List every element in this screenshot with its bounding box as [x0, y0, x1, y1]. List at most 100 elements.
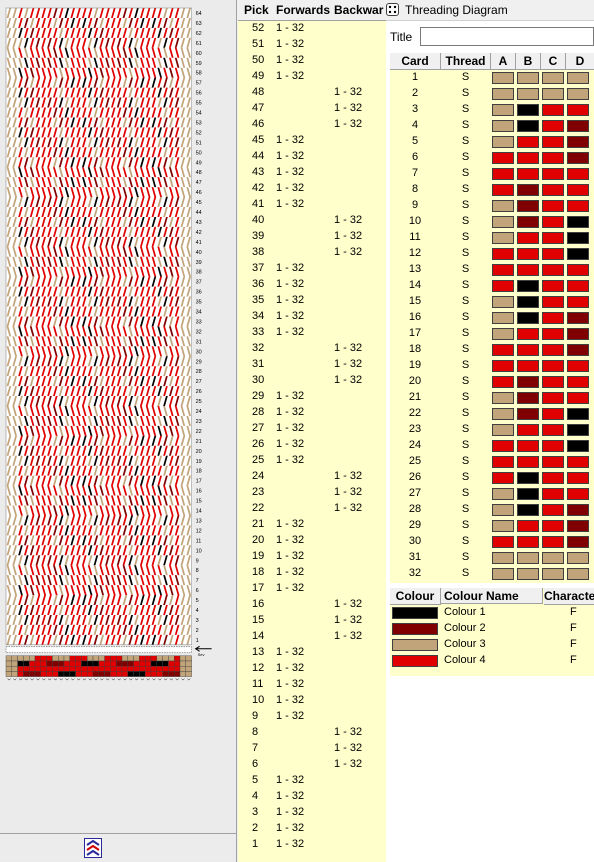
threading-grid-cell[interactable] — [40, 671, 47, 677]
hole-b-colour-cell[interactable] — [517, 120, 539, 132]
hole-b-colour-cell[interactable] — [517, 248, 539, 260]
threading-grid-cell[interactable] — [110, 655, 117, 662]
thread-direction[interactable]: S — [461, 135, 470, 147]
thread-direction[interactable]: S — [461, 439, 470, 451]
threading-grid-cell[interactable] — [168, 655, 175, 662]
threading-grid-cell[interactable] — [98, 660, 105, 667]
pick-list[interactable]: Pick Forwards Backwar 52 1 - 32 51 1 - 32 50… — [238, 0, 386, 862]
hole-c-colour-cell[interactable] — [542, 472, 564, 484]
threading-grid-cell[interactable] — [115, 666, 123, 672]
threading-grid-cell[interactable] — [104, 660, 111, 667]
hole-c-colour-cell[interactable] — [542, 280, 564, 292]
hole-c-colour-cell[interactable] — [542, 168, 564, 180]
threading-grid-cell[interactable] — [86, 666, 94, 672]
threading-grid-cell[interactable] — [139, 660, 146, 667]
threading-grid-cell[interactable] — [40, 660, 47, 667]
threading-grid-cell[interactable] — [63, 671, 71, 677]
hole-d-colour-cell[interactable] — [567, 88, 589, 100]
restore-icon[interactable] — [386, 3, 399, 16]
thread-direction[interactable]: S — [461, 423, 470, 435]
pick-row[interactable]: 32 1 - 32 — [238, 341, 386, 357]
hole-b-colour-cell[interactable] — [517, 232, 539, 244]
hole-a-colour-cell[interactable] — [492, 136, 514, 148]
hole-a-colour-cell[interactable] — [492, 232, 514, 244]
threading-grid-cell[interactable] — [92, 671, 100, 677]
hole-d-colour-cell[interactable] — [567, 216, 589, 228]
hole-b-colour-cell[interactable] — [517, 344, 539, 356]
hole-a-colour-cell[interactable] — [492, 568, 514, 580]
threading-grid-cell[interactable] — [173, 660, 181, 667]
card-row[interactable]: 30 S — [390, 534, 594, 550]
threading-grid-cell[interactable] — [121, 666, 129, 672]
thread-direction[interactable]: S — [461, 375, 470, 387]
hole-a-column-header[interactable]: A — [491, 53, 516, 70]
thread-direction[interactable]: S — [461, 183, 470, 195]
pick-row[interactable]: 47 1 - 32 — [238, 101, 386, 117]
threading-grid-cell[interactable] — [110, 666, 117, 672]
hole-c-colour-cell[interactable] — [542, 72, 564, 84]
threading-grid-cell[interactable] — [29, 671, 36, 677]
hole-c-column-header[interactable]: C — [541, 53, 566, 70]
hole-c-colour-cell[interactable] — [542, 552, 564, 564]
hole-b-colour-cell[interactable] — [517, 136, 539, 148]
card-row[interactable]: 17 S — [390, 326, 594, 342]
threading-grid-cell[interactable] — [179, 655, 187, 662]
pick-row[interactable]: 18 1 - 32 — [238, 565, 386, 581]
threading-grid-cell[interactable] — [11, 655, 18, 662]
thread-direction[interactable]: S — [461, 151, 470, 163]
threading-grid-cell[interactable] — [185, 666, 192, 672]
thread-direction[interactable]: S — [461, 519, 470, 531]
hole-b-colour-cell[interactable] — [517, 264, 539, 276]
card-row[interactable]: 11 S — [390, 230, 594, 246]
threading-grid-cell[interactable] — [127, 655, 134, 662]
hole-b-colour-cell[interactable] — [517, 328, 539, 340]
thread-direction[interactable]: S — [461, 567, 470, 579]
threading-grid-cell[interactable] — [46, 671, 53, 677]
pick-row[interactable]: 40 1 - 32 — [238, 213, 386, 229]
card-column-header[interactable]: Card — [390, 53, 441, 70]
pick-row[interactable]: 29 1 - 32 — [238, 389, 386, 405]
hole-d-colour-cell[interactable] — [567, 392, 589, 404]
threading-grid-cell[interactable] — [46, 666, 53, 672]
hole-b-colour-cell[interactable] — [517, 72, 539, 84]
card-row[interactable]: 13 S — [390, 262, 594, 278]
threading-grid-cell[interactable] — [133, 655, 140, 662]
threading-grid-cell[interactable] — [144, 666, 152, 672]
threading-grid-cell[interactable] — [144, 655, 152, 662]
threading-grid-cell[interactable] — [92, 666, 100, 672]
threading-grid-cell[interactable] — [110, 671, 117, 677]
thread-direction[interactable]: S — [461, 391, 470, 403]
card-row[interactable]: 27 S — [390, 486, 594, 502]
pick-row[interactable]: 14 1 - 32 — [238, 629, 386, 645]
threading-grid-cell[interactable] — [46, 660, 53, 667]
hole-d-colour-cell[interactable] — [567, 104, 589, 116]
hole-c-colour-cell[interactable] — [542, 136, 564, 148]
threading-grid-cell[interactable] — [23, 655, 30, 662]
hole-a-colour-cell[interactable] — [492, 392, 514, 404]
threading-grid-cell[interactable] — [40, 655, 47, 662]
hole-a-colour-cell[interactable] — [492, 424, 514, 436]
title-input[interactable] — [420, 27, 594, 46]
threading-grid-cell[interactable] — [121, 655, 129, 662]
threading-grid-cell[interactable] — [29, 666, 36, 672]
threading-grid-cell[interactable] — [58, 655, 65, 662]
card-row[interactable]: 22 S — [390, 406, 594, 422]
hole-d-colour-cell[interactable] — [567, 472, 589, 484]
hole-c-colour-cell[interactable] — [542, 456, 564, 468]
pick-row[interactable]: 26 1 - 32 — [238, 437, 386, 453]
hole-a-colour-cell[interactable] — [492, 200, 514, 212]
hole-b-colour-cell[interactable] — [517, 104, 539, 116]
threading-grid-cell[interactable] — [86, 655, 94, 662]
thread-direction[interactable]: S — [461, 487, 470, 499]
threading-grid-cell[interactable] — [121, 671, 129, 677]
threading-grid-cell[interactable] — [58, 666, 65, 672]
threading-grid-cell[interactable] — [115, 655, 123, 662]
